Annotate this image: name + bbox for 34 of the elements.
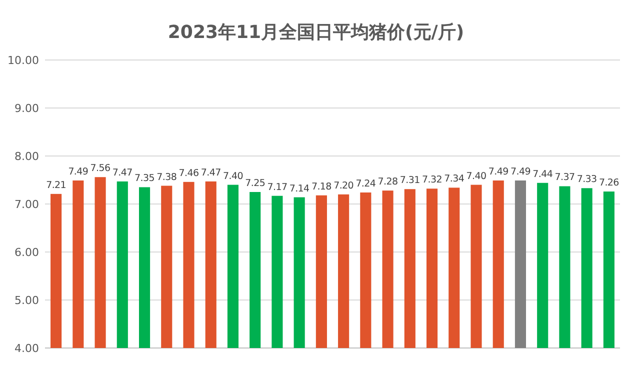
- data-label: 7.20: [334, 180, 354, 192]
- data-label: 7.44: [532, 168, 553, 180]
- data-label: 7.17: [267, 182, 288, 193]
- data-label: 7.47: [200, 167, 222, 178]
- data-label: 7.49: [68, 166, 88, 178]
- y-tick-label: 4.00: [14, 342, 39, 355]
- data-label: 7.21: [46, 180, 66, 191]
- y-tick-label: 5.00: [14, 294, 39, 307]
- data-label: 7.49: [510, 166, 531, 178]
- data-label: 7.31: [400, 175, 420, 186]
- data-label: 7.32: [422, 174, 442, 186]
- data-label: 7.34: [444, 174, 464, 185]
- data-label: 7.14: [289, 183, 310, 194]
- data-label: 7.37: [554, 172, 575, 184]
- data-label: 7.28: [378, 176, 398, 188]
- y-tick-label: 6.00: [14, 246, 39, 259]
- data-label: 7.49: [488, 166, 509, 178]
- data-label: 7.35: [134, 173, 155, 184]
- data-label: 7.26: [598, 178, 620, 189]
- y-tick-label: 10.00: [8, 54, 39, 67]
- chart-title: 2023年11月全国日平均猪价(元/斤): [168, 22, 464, 43]
- data-label: 7.18: [311, 181, 332, 192]
- data-label: 7.40: [223, 170, 244, 182]
- data-label: 7.24: [356, 178, 376, 190]
- y-tick-label: 8.00: [14, 150, 39, 163]
- data-label: 7.33: [576, 174, 598, 186]
- y-tick-label: 7.00: [14, 198, 39, 211]
- data-label: 7.56: [90, 163, 111, 174]
- data-label: 7.47: [112, 167, 133, 178]
- data-label: 7.25: [245, 178, 266, 189]
- data-label: 7.46: [178, 168, 199, 179]
- data-label: 7.40: [466, 170, 486, 182]
- y-tick-label: 9.00: [14, 102, 39, 115]
- data-label: 7.38: [156, 172, 177, 183]
